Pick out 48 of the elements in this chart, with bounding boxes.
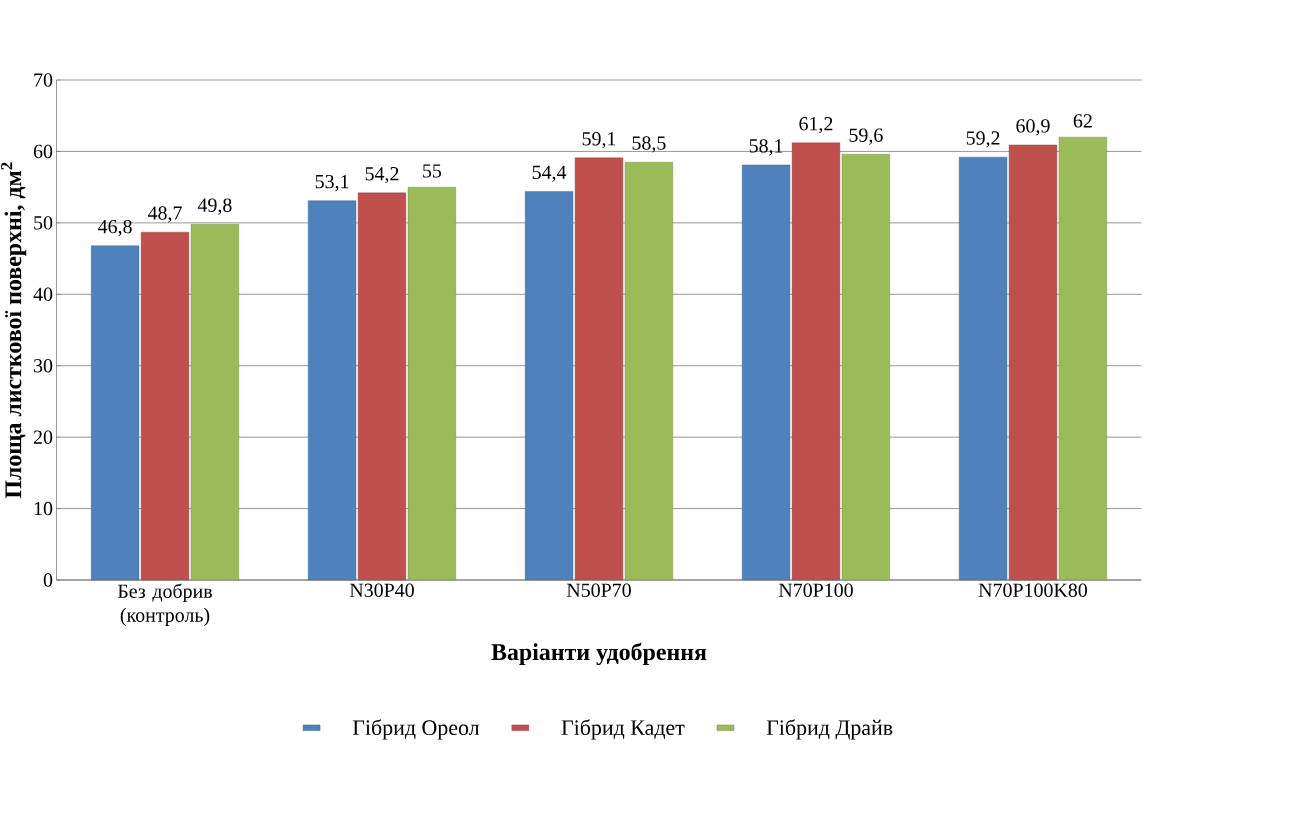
bar (140, 231, 190, 581)
data-label: 48,7 (147, 206, 182, 223)
bar (959, 156, 1008, 581)
x-axis-title: Варіанти удобрення (491, 642, 707, 666)
data-label: 54,2 (365, 167, 399, 184)
y-tick-label: 20 (33, 430, 53, 444)
bar (742, 164, 791, 581)
bar (574, 157, 624, 581)
data-label: 53,1 (315, 174, 349, 192)
data-label: 59,1 (582, 132, 616, 149)
y-tick-label: 60 (33, 144, 53, 159)
legend-label: Гібрид Кадет (561, 719, 685, 740)
bar (624, 161, 673, 581)
data-label: 55 (423, 164, 442, 178)
data-label: 54,4 (532, 165, 567, 182)
bar (91, 245, 140, 581)
bar (190, 224, 239, 581)
legend-label: Гібрид Ореол (352, 719, 480, 740)
x-tick-label: Без добрив (контроль) (117, 583, 212, 626)
data-label: 61,2 (799, 117, 833, 134)
bar (525, 191, 574, 581)
data-label: 58,5 (632, 136, 666, 153)
data-label: 46,8 (98, 219, 132, 237)
data-label: 59,6 (849, 128, 883, 145)
y-tick-label: 0 (43, 573, 53, 587)
bar (357, 192, 407, 581)
bar (308, 200, 357, 581)
x-tick-label: N70P100K80 (978, 583, 1087, 597)
data-label: 58,1 (749, 139, 783, 156)
data-label: 60,9 (1016, 119, 1050, 136)
x-tick-label: N70P100 (778, 583, 853, 597)
data-label: 59,2 (966, 131, 1000, 148)
bar (1008, 144, 1058, 581)
y-tick-label: 70 (34, 73, 53, 87)
y-tick-label: 30 (34, 358, 53, 373)
bar (1058, 136, 1107, 581)
bar (791, 142, 841, 581)
bar (407, 186, 456, 581)
y-tick-label: 50 (34, 216, 53, 230)
data-label: 62 (1073, 114, 1092, 128)
x-tick-label: N30P40 (349, 583, 414, 597)
text: Площа листкової поверхні, дм$^{2}$ (1, 162, 27, 499)
bar (841, 154, 890, 581)
y-tick-label: 40 (33, 287, 53, 301)
legend-label: Гібрид Драйв (766, 719, 893, 740)
x-tick-label: N50P70 (566, 583, 631, 597)
data-label: 49,8 (197, 198, 232, 215)
y-tick-label: 10 (34, 501, 53, 516)
